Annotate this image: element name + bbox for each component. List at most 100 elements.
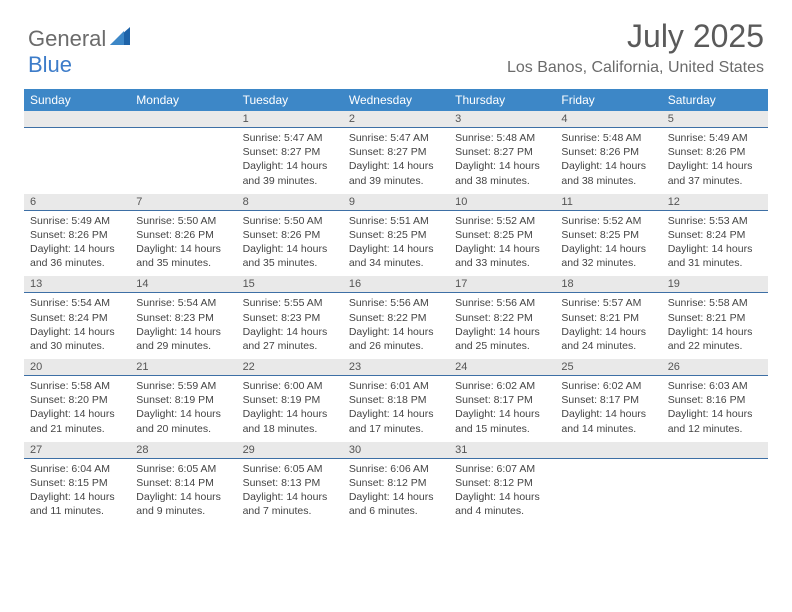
date-number: 2 [349, 113, 355, 125]
daylight-text-2: and 22 minutes. [668, 339, 762, 353]
date-number-cell: 18 [555, 276, 661, 293]
date-detail-cell: Sunrise: 5:50 AMSunset: 8:26 PMDaylight:… [130, 210, 236, 276]
date-number: 4 [561, 113, 567, 125]
date-number-row: 6789101112 [24, 194, 768, 211]
sunset-text: Sunset: 8:14 PM [136, 476, 230, 490]
date-number-cell: 20 [24, 359, 130, 376]
date-number: 14 [136, 278, 148, 290]
sunrise-text: Sunrise: 5:56 AM [455, 296, 549, 310]
sunset-text: Sunset: 8:23 PM [243, 311, 337, 325]
col-tuesday: Tuesday [237, 89, 343, 111]
date-detail-cell: Sunrise: 5:47 AMSunset: 8:27 PMDaylight:… [237, 128, 343, 194]
sunrise-text: Sunrise: 6:05 AM [136, 462, 230, 476]
date-number: 21 [136, 361, 148, 373]
date-number-cell: 12 [662, 194, 768, 211]
date-number: 29 [243, 444, 255, 456]
date-number-row: 12345 [24, 111, 768, 128]
date-number-row: 2728293031 [24, 442, 768, 459]
date-detail-cell: Sunrise: 6:02 AMSunset: 8:17 PMDaylight:… [555, 376, 661, 442]
date-detail-row: Sunrise: 5:49 AMSunset: 8:26 PMDaylight:… [24, 210, 768, 276]
daylight-text-1: Daylight: 14 hours [243, 407, 337, 421]
date-number: 26 [668, 361, 680, 373]
sunset-text: Sunset: 8:26 PM [30, 228, 124, 242]
day-header-row: Sunday Monday Tuesday Wednesday Thursday… [24, 89, 768, 111]
daylight-text-1: Daylight: 14 hours [668, 242, 762, 256]
sunrise-text: Sunrise: 6:07 AM [455, 462, 549, 476]
col-friday: Friday [555, 89, 661, 111]
sunrise-text: Sunrise: 5:47 AM [349, 131, 443, 145]
date-number: 9 [349, 196, 355, 208]
daylight-text-1: Daylight: 14 hours [349, 490, 443, 504]
sunrise-text: Sunrise: 5:55 AM [243, 296, 337, 310]
daylight-text-1: Daylight: 14 hours [30, 407, 124, 421]
daylight-text-2: and 25 minutes. [455, 339, 549, 353]
sunrise-text: Sunrise: 6:04 AM [30, 462, 124, 476]
date-detail-cell: Sunrise: 5:55 AMSunset: 8:23 PMDaylight:… [237, 293, 343, 359]
date-number-cell: 24 [449, 359, 555, 376]
sunset-text: Sunset: 8:17 PM [455, 393, 549, 407]
sunset-text: Sunset: 8:18 PM [349, 393, 443, 407]
date-number: 10 [455, 196, 467, 208]
date-detail-cell: Sunrise: 5:48 AMSunset: 8:26 PMDaylight:… [555, 128, 661, 194]
sunset-text: Sunset: 8:22 PM [349, 311, 443, 325]
daylight-text-2: and 15 minutes. [455, 422, 549, 436]
sunset-text: Sunset: 8:26 PM [561, 145, 655, 159]
date-detail-cell: Sunrise: 5:51 AMSunset: 8:25 PMDaylight:… [343, 210, 449, 276]
sunset-text: Sunset: 8:19 PM [243, 393, 337, 407]
date-number: 28 [136, 444, 148, 456]
sunrise-text: Sunrise: 6:05 AM [243, 462, 337, 476]
date-detail-cell: Sunrise: 6:06 AMSunset: 8:12 PMDaylight:… [343, 458, 449, 524]
date-detail-cell: Sunrise: 5:58 AMSunset: 8:20 PMDaylight:… [24, 376, 130, 442]
sunset-text: Sunset: 8:20 PM [30, 393, 124, 407]
daylight-text-2: and 38 minutes. [455, 174, 549, 188]
date-number-cell: 19 [662, 276, 768, 293]
sunrise-text: Sunrise: 5:56 AM [349, 296, 443, 310]
daylight-text-1: Daylight: 14 hours [668, 325, 762, 339]
brand-part1: General [28, 26, 106, 52]
date-detail-cell: Sunrise: 5:54 AMSunset: 8:23 PMDaylight:… [130, 293, 236, 359]
daylight-text-1: Daylight: 14 hours [561, 325, 655, 339]
col-wednesday: Wednesday [343, 89, 449, 111]
daylight-text-1: Daylight: 14 hours [455, 159, 549, 173]
sunrise-text: Sunrise: 5:54 AM [30, 296, 124, 310]
daylight-text-2: and 4 minutes. [455, 504, 549, 518]
date-number: 13 [30, 278, 42, 290]
daylight-text-2: and 37 minutes. [668, 174, 762, 188]
brand-logo: General [28, 18, 138, 52]
sunset-text: Sunset: 8:24 PM [668, 228, 762, 242]
sunset-text: Sunset: 8:25 PM [561, 228, 655, 242]
daylight-text-1: Daylight: 14 hours [349, 325, 443, 339]
date-detail-cell: Sunrise: 5:52 AMSunset: 8:25 PMDaylight:… [555, 210, 661, 276]
sunrise-text: Sunrise: 5:59 AM [136, 379, 230, 393]
date-number: 27 [30, 444, 42, 456]
sunrise-text: Sunrise: 5:47 AM [243, 131, 337, 145]
daylight-text-1: Daylight: 14 hours [243, 325, 337, 339]
sunrise-text: Sunrise: 5:48 AM [455, 131, 549, 145]
date-number-cell: 6 [24, 194, 130, 211]
daylight-text-2: and 34 minutes. [349, 256, 443, 270]
page-header: General July 2025 Los Banos, California,… [0, 0, 792, 81]
sunset-text: Sunset: 8:22 PM [455, 311, 549, 325]
sunrise-text: Sunrise: 5:49 AM [30, 214, 124, 228]
daylight-text-2: and 21 minutes. [30, 422, 124, 436]
sunrise-text: Sunrise: 5:51 AM [349, 214, 443, 228]
date-number: 3 [455, 113, 461, 125]
date-detail-cell: Sunrise: 5:56 AMSunset: 8:22 PMDaylight:… [449, 293, 555, 359]
date-detail-cell: Sunrise: 5:54 AMSunset: 8:24 PMDaylight:… [24, 293, 130, 359]
date-number-cell [662, 442, 768, 459]
daylight-text-2: and 9 minutes. [136, 504, 230, 518]
date-number: 24 [455, 361, 467, 373]
daylight-text-2: and 7 minutes. [243, 504, 337, 518]
sunset-text: Sunset: 8:15 PM [30, 476, 124, 490]
location-subtitle: Los Banos, California, United States [507, 59, 764, 77]
sunset-text: Sunset: 8:21 PM [561, 311, 655, 325]
date-number-cell: 10 [449, 194, 555, 211]
daylight-text-1: Daylight: 14 hours [561, 407, 655, 421]
sunrise-text: Sunrise: 5:54 AM [136, 296, 230, 310]
daylight-text-2: and 33 minutes. [455, 256, 549, 270]
sunset-text: Sunset: 8:26 PM [136, 228, 230, 242]
date-detail-cell: Sunrise: 5:57 AMSunset: 8:21 PMDaylight:… [555, 293, 661, 359]
date-number: 22 [243, 361, 255, 373]
sunset-text: Sunset: 8:23 PM [136, 311, 230, 325]
daylight-text-2: and 17 minutes. [349, 422, 443, 436]
